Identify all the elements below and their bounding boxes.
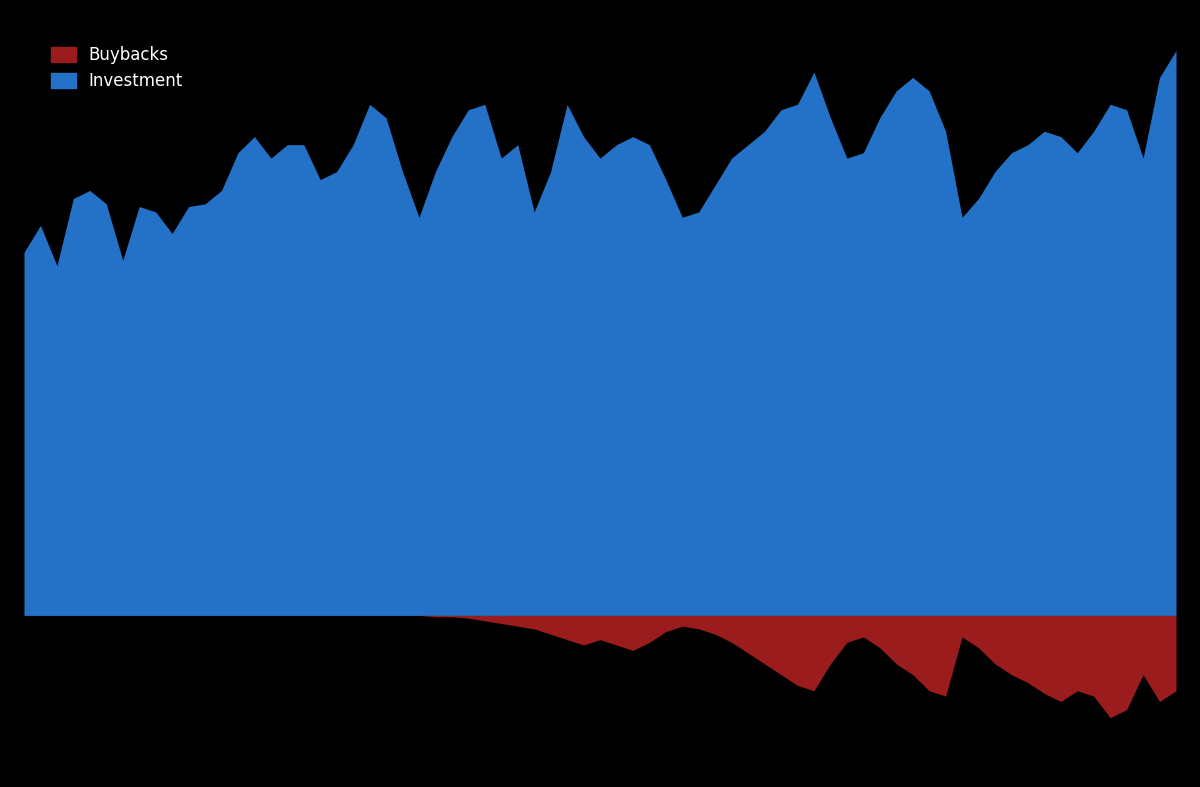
Legend: Buybacks, Investment: Buybacks, Investment bbox=[44, 39, 190, 97]
